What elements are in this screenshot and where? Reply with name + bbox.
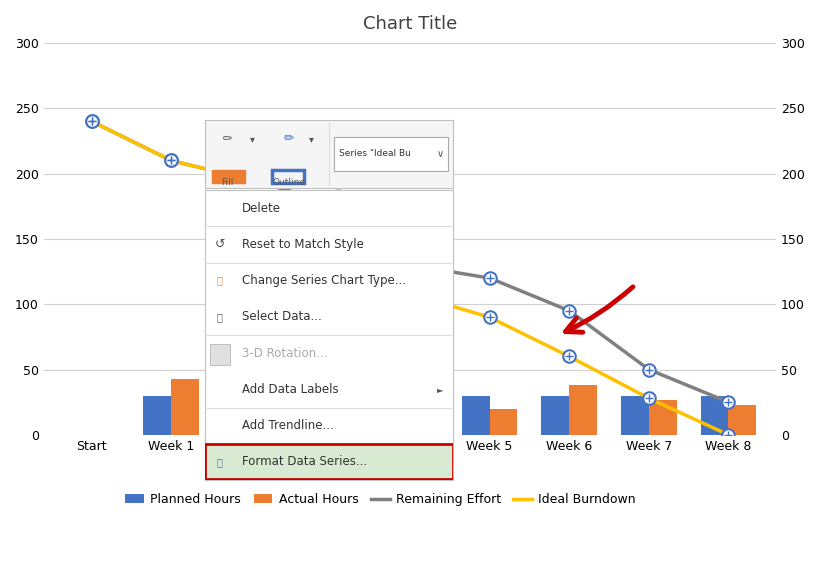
Text: ∨: ∨ bbox=[437, 149, 444, 159]
Bar bbox=[489, 409, 517, 435]
FancyArrowPatch shape bbox=[565, 287, 632, 332]
Bar bbox=[699, 396, 727, 435]
Text: ✏: ✏ bbox=[283, 133, 294, 145]
Bar bbox=[620, 396, 648, 435]
Bar bbox=[727, 405, 755, 435]
Bar bbox=[541, 396, 568, 435]
Text: Format Data Series...: Format Data Series... bbox=[242, 455, 367, 468]
Bar bbox=[251, 396, 278, 435]
Text: 3-D Rotation...: 3-D Rotation... bbox=[242, 347, 327, 360]
Text: Change Series Chart Type...: Change Series Chart Type... bbox=[242, 274, 405, 287]
Text: 🖌: 🖌 bbox=[217, 457, 223, 467]
Bar bbox=[333, 137, 447, 171]
Text: Add Data Labels: Add Data Labels bbox=[242, 383, 338, 396]
Text: Fill: Fill bbox=[221, 178, 233, 186]
Text: ⚰: ⚰ bbox=[222, 133, 233, 145]
Bar bbox=[206, 444, 452, 479]
Text: ▾: ▾ bbox=[249, 134, 254, 144]
Text: 📊: 📊 bbox=[217, 276, 223, 285]
Bar bbox=[212, 170, 244, 182]
Bar bbox=[171, 379, 199, 435]
Text: Delete: Delete bbox=[242, 201, 281, 214]
Bar bbox=[143, 396, 171, 435]
Title: Chart Title: Chart Title bbox=[363, 15, 456, 33]
Text: Series "Ideal Bu: Series "Ideal Bu bbox=[338, 149, 410, 158]
Bar bbox=[568, 385, 596, 435]
Bar bbox=[223, 396, 251, 435]
Bar bbox=[330, 422, 358, 435]
Bar bbox=[205, 444, 452, 480]
Text: Reset to Match Style: Reset to Match Style bbox=[242, 238, 364, 251]
Text: Add Trendline...: Add Trendline... bbox=[242, 419, 333, 432]
Text: ↺: ↺ bbox=[215, 238, 225, 251]
Bar bbox=[302, 396, 330, 435]
Text: 📋: 📋 bbox=[217, 312, 223, 322]
Legend: Planned Hours, Actual Hours, Remaining Effort, Ideal Burndown: Planned Hours, Actual Hours, Remaining E… bbox=[120, 488, 640, 511]
Bar bbox=[210, 344, 229, 365]
Text: ▾: ▾ bbox=[309, 134, 314, 144]
Bar bbox=[648, 400, 676, 435]
Bar bbox=[461, 396, 489, 435]
Bar bbox=[410, 415, 437, 435]
Text: Select Data...: Select Data... bbox=[242, 311, 322, 323]
Bar bbox=[272, 170, 304, 182]
Bar bbox=[382, 396, 410, 435]
Text: Outline: Outline bbox=[273, 178, 305, 186]
Text: ►: ► bbox=[436, 385, 442, 394]
